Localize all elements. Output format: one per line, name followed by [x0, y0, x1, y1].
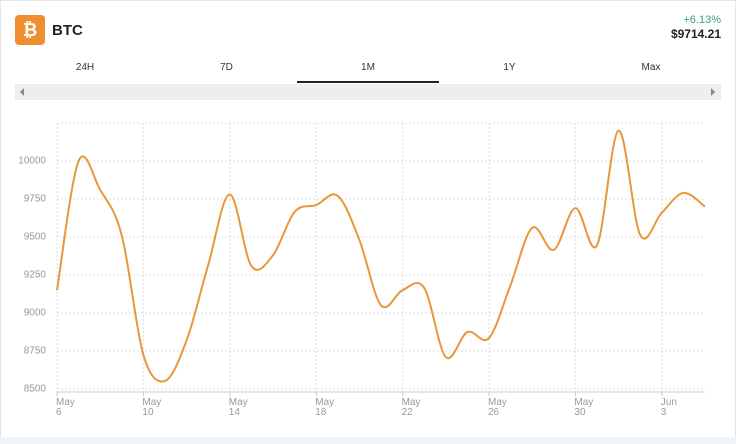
y-tick-label: 9500: [24, 232, 47, 243]
coin-icon: [15, 15, 45, 45]
x-tick-label: May 6: [56, 397, 75, 418]
coin-name: BTC: [52, 22, 83, 39]
coin-icon-glyph: ₿: [23, 20, 38, 40]
x-tick-label: May 18: [315, 397, 335, 418]
tab[interactable]: 24H: [75, 62, 95, 73]
price-line: [56, 129, 706, 383]
y-tick-label: 9250: [24, 270, 47, 281]
scroll-right[interactable]: [711, 88, 715, 96]
footer-band: [0, 437, 736, 444]
x-tick-label: Jun 3: [660, 397, 677, 418]
x-tick-label: May 30: [574, 397, 594, 418]
x-tick-label: May 10: [142, 397, 162, 418]
tab[interactable]: 1M: [361, 62, 375, 73]
active-tab-underline: [297, 81, 439, 83]
tab[interactable]: 7D: [220, 62, 233, 73]
price-change: +6.13%: [683, 14, 721, 26]
y-tick-label: 8500: [24, 384, 47, 395]
scroll-left[interactable]: [20, 88, 24, 96]
x-tick-label: May 14: [228, 397, 248, 418]
tab[interactable]: Max: [641, 62, 661, 73]
scrollbar[interactable]: [15, 84, 721, 100]
y-tick-label: 8750: [24, 346, 47, 357]
y-tick-label: 10000: [18, 156, 46, 167]
x-tick-label: May 26: [488, 397, 507, 418]
y-tick-label: 9750: [24, 194, 47, 205]
price: $9714.21: [671, 27, 721, 41]
tab[interactable]: 1Y: [503, 62, 516, 73]
y-tick-label: 9000: [24, 308, 47, 319]
x-tick-label: May 22: [401, 397, 421, 418]
